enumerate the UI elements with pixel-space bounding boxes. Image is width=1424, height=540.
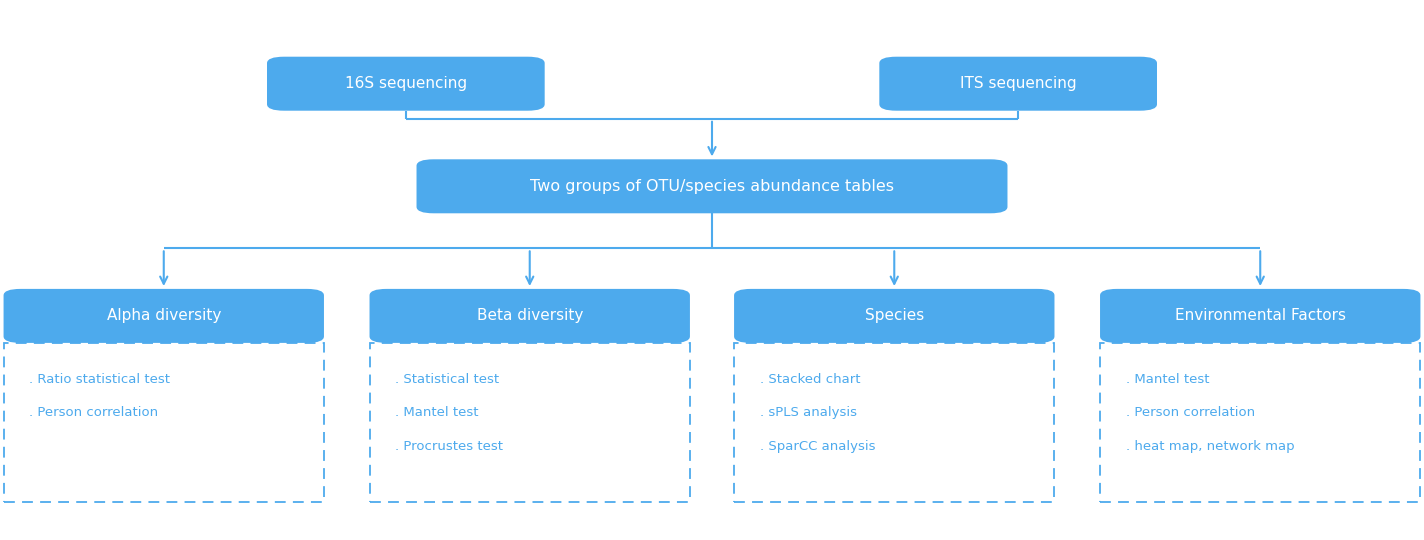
Bar [4,343,325,502]
Bar [370,343,691,502]
FancyBboxPatch shape [370,289,691,343]
Text: Two groups of OTU/species abundance tables: Two groups of OTU/species abundance tabl… [530,179,894,194]
FancyBboxPatch shape [416,159,1008,213]
Text: . Person correlation: . Person correlation [28,406,158,419]
FancyBboxPatch shape [266,57,544,111]
Text: . Person correlation: . Person correlation [1125,406,1255,419]
FancyBboxPatch shape [879,57,1156,111]
Text: . sPLS analysis: . sPLS analysis [760,406,857,419]
Text: . Mantel test: . Mantel test [396,406,478,419]
Text: . Mantel test: . Mantel test [1125,373,1209,386]
Text: Alpha diversity: Alpha diversity [107,308,221,323]
FancyBboxPatch shape [735,289,1054,343]
Text: . heat map, network map: . heat map, network map [1125,440,1294,453]
Text: ITS sequencing: ITS sequencing [960,76,1077,91]
Text: Beta diversity: Beta diversity [477,308,582,323]
Text: . Stacked chart: . Stacked chart [760,373,860,386]
Text: 16S sequencing: 16S sequencing [345,76,467,91]
FancyBboxPatch shape [1099,289,1420,343]
Text: Environmental Factors: Environmental Factors [1175,308,1346,323]
FancyBboxPatch shape [4,289,325,343]
Text: . Ratio statistical test: . Ratio statistical test [28,373,171,386]
Bar [735,343,1054,502]
Text: Species: Species [864,308,924,323]
Text: . Procrustes test: . Procrustes test [396,440,503,453]
Text: . SparCC analysis: . SparCC analysis [760,440,876,453]
Bar [1099,343,1421,502]
Text: . Statistical test: . Statistical test [396,373,500,386]
